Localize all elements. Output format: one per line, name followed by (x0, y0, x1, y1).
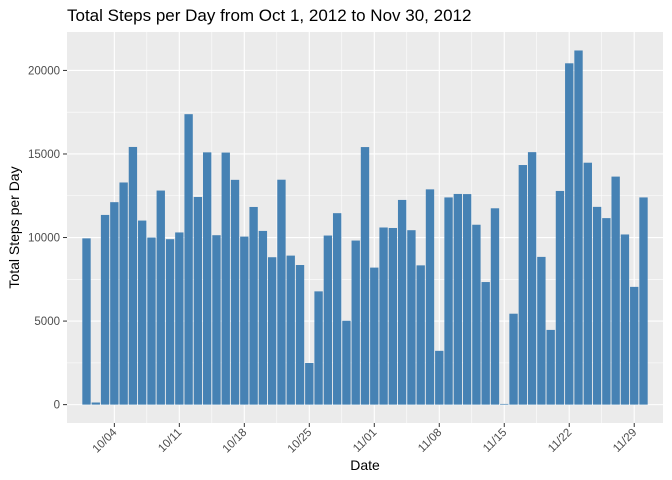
bar (416, 265, 425, 405)
bar (370, 267, 379, 405)
bar (82, 238, 91, 405)
y-tick-label: 15000 (28, 149, 60, 161)
bar (481, 282, 490, 405)
x-axis-title: Date (350, 457, 380, 473)
bar (249, 206, 258, 405)
bar (500, 403, 509, 405)
chart-title: Total Steps per Day from Oct 1, 2012 to … (67, 6, 472, 25)
bar (258, 230, 268, 405)
bar (156, 190, 165, 405)
bar (574, 50, 583, 405)
bar (110, 202, 119, 405)
bar (555, 190, 565, 405)
bar (527, 152, 537, 405)
bar (583, 162, 592, 405)
bar (193, 196, 203, 405)
bar (639, 197, 648, 405)
bar (295, 265, 305, 405)
bar (518, 165, 527, 405)
bar (453, 193, 463, 405)
bar (388, 227, 398, 405)
bar (267, 257, 277, 405)
bar (138, 220, 147, 405)
bar (175, 232, 184, 405)
bar (490, 208, 500, 405)
bar (602, 218, 611, 405)
bar (630, 286, 639, 405)
bar (360, 147, 370, 405)
bar (462, 194, 472, 405)
bar (221, 152, 230, 405)
bar (332, 213, 342, 405)
bar (91, 402, 100, 405)
bar (379, 227, 388, 405)
bar (425, 189, 435, 405)
bar (100, 214, 110, 405)
bar (611, 176, 620, 405)
bar (212, 235, 221, 405)
x-tick-label: 11/22 (546, 427, 574, 455)
x-tick-label: 10/18 (221, 427, 250, 456)
bar (537, 256, 546, 405)
y-tick-label: 20000 (28, 65, 60, 77)
bar (351, 240, 360, 405)
x-tick-label: 10/04 (91, 426, 120, 455)
bar (546, 329, 555, 405)
bar (286, 255, 295, 405)
bar (305, 362, 314, 405)
bar (323, 235, 333, 405)
bar (407, 230, 416, 405)
x-tick-label: 11/29 (611, 427, 639, 455)
x-tick-label: 11/01 (351, 427, 379, 455)
x-tick-label: 10/25 (286, 427, 315, 456)
bar (435, 350, 444, 405)
bar (444, 197, 453, 405)
bar (203, 152, 212, 405)
bar (565, 63, 574, 405)
x-tick-label: 11/08 (416, 427, 444, 455)
x-tick-label: 11/15 (481, 427, 509, 455)
bar (472, 224, 481, 405)
bar (240, 236, 249, 405)
bar (165, 239, 175, 405)
bar (147, 237, 156, 405)
y-axis-title: Total Steps per Day (6, 166, 22, 288)
bar (620, 234, 630, 405)
bar (277, 179, 286, 405)
bar (314, 291, 323, 405)
y-tick-label: 5000 (34, 316, 60, 328)
bar (128, 146, 138, 405)
bar (230, 179, 240, 405)
x-tick-label: 10/11 (156, 427, 184, 455)
bar (119, 182, 128, 405)
bar (184, 114, 193, 405)
y-tick-label: 0 (54, 400, 60, 412)
y-tick-label: 10000 (28, 233, 60, 245)
bar (397, 199, 407, 405)
bar (592, 206, 602, 405)
bar (342, 320, 351, 405)
bar (509, 313, 518, 405)
